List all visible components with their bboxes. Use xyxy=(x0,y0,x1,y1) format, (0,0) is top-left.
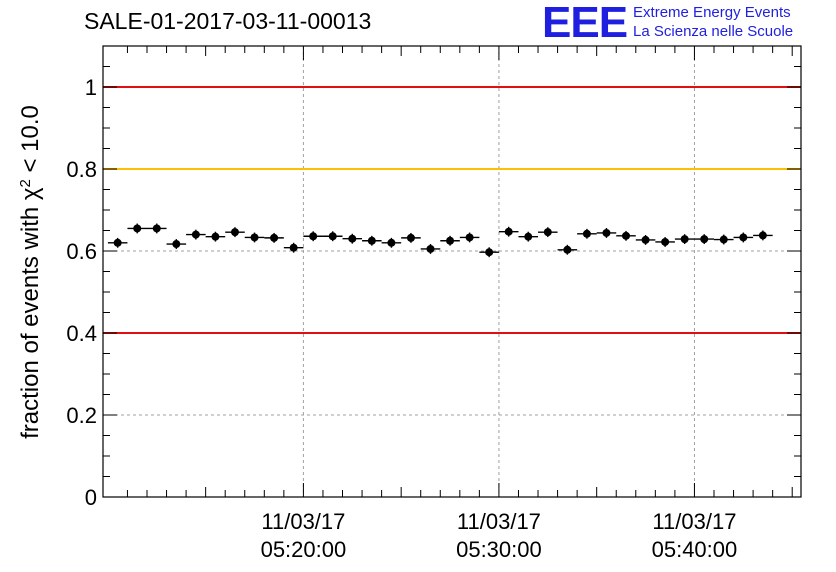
y-tick-label: 0.4 xyxy=(66,321,97,346)
logo-line-1: Extreme Energy Events xyxy=(633,4,791,21)
data-point xyxy=(563,245,572,254)
x-tick-label-time: 05:20:00 xyxy=(261,537,347,562)
data-point xyxy=(641,235,650,244)
x-tick-label-date: 11/03/17 xyxy=(457,509,541,534)
logo-mark: EEE xyxy=(542,0,628,47)
data-point xyxy=(504,227,513,236)
data-point xyxy=(700,235,709,244)
data-point xyxy=(133,224,142,233)
eee-logo: EEE Extreme Energy Events La Scienza nel… xyxy=(542,0,793,47)
data-point xyxy=(680,235,689,244)
logo-line-2: La Scienza nelle Scuole xyxy=(633,23,794,40)
data-point xyxy=(270,233,279,242)
x-tick-label-time: 05:40:00 xyxy=(652,537,738,562)
data-point xyxy=(524,232,533,241)
x-tick-label-time: 05:30:00 xyxy=(456,537,542,562)
data-point xyxy=(328,232,337,241)
y-tick-label: 0.6 xyxy=(66,239,97,264)
data-point xyxy=(446,236,455,245)
data-point xyxy=(250,233,259,242)
data-point xyxy=(367,236,376,245)
logo-text: Extreme Energy Events La Scienza nelle S… xyxy=(633,3,793,41)
data-point xyxy=(289,243,298,252)
data-point xyxy=(426,244,435,253)
data-point xyxy=(309,232,318,241)
data-point xyxy=(191,230,200,239)
y-tick-label: 0.2 xyxy=(66,403,97,428)
data-point xyxy=(152,224,161,233)
data-point xyxy=(230,228,239,237)
data-point xyxy=(465,233,474,242)
data-point xyxy=(406,233,415,242)
data-point xyxy=(348,234,357,243)
data-point xyxy=(622,231,631,240)
data-point xyxy=(543,228,552,237)
data-point xyxy=(719,235,728,244)
x-tick-label-date: 11/03/17 xyxy=(261,509,345,534)
y-axis-label: fraction of events with χ2 < 10.0 xyxy=(17,105,45,439)
data-point xyxy=(387,238,396,247)
data-point xyxy=(661,237,670,246)
data-point xyxy=(582,229,591,238)
y-tick-label: 0.8 xyxy=(66,157,97,182)
data-point xyxy=(758,231,767,240)
data-point xyxy=(113,238,122,247)
y-tick-label: 1 xyxy=(85,75,97,100)
y-tick-label: 0 xyxy=(85,485,97,510)
data-point xyxy=(211,232,220,241)
x-tick-label-date: 11/03/17 xyxy=(652,509,736,534)
plot-frame xyxy=(102,45,802,498)
data-point xyxy=(739,233,748,242)
data-point xyxy=(172,240,181,249)
data-point xyxy=(602,228,611,237)
data-point xyxy=(485,248,494,257)
chart-title: SALE-01-2017-03-11-00013 xyxy=(84,8,372,34)
